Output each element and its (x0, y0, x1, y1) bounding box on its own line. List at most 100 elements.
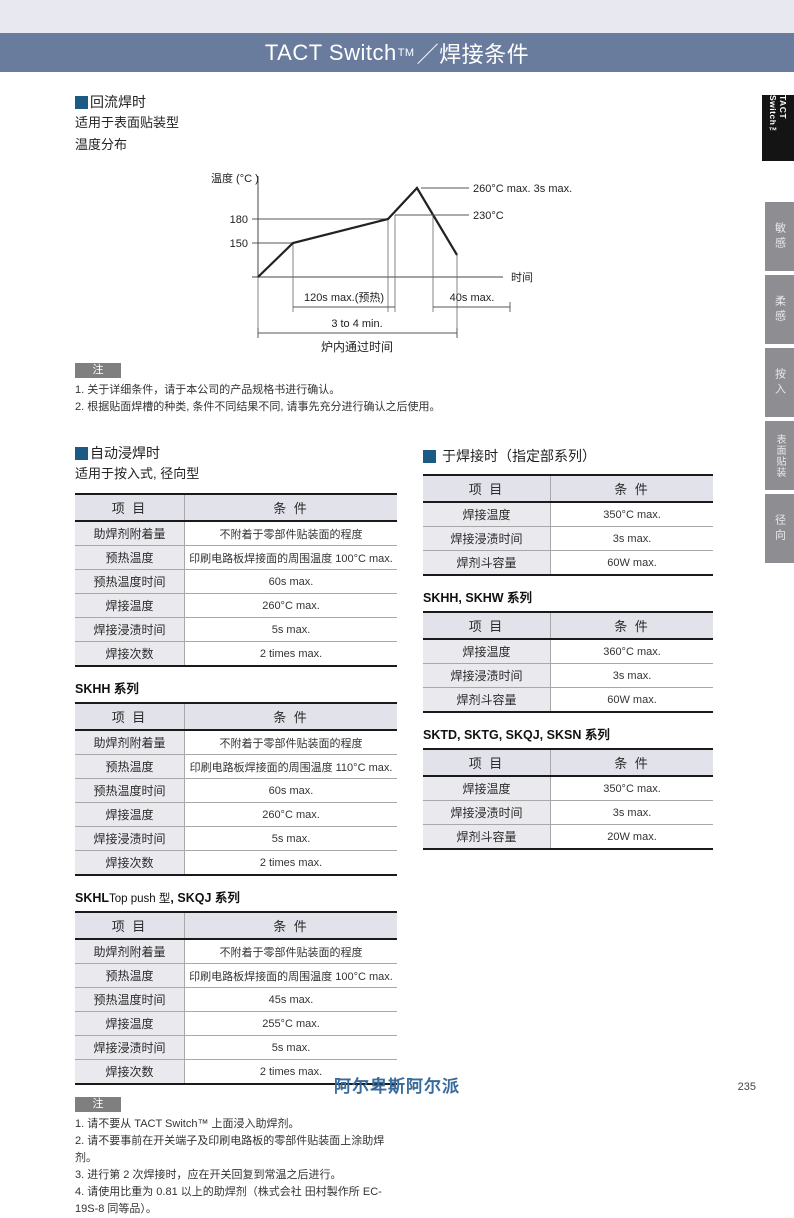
column-header-item: 项 目 (75, 912, 185, 940)
hand-heading: 于焊接时（指定部系列） (423, 446, 713, 466)
table-row: 焊剂斗容量 60W max. (423, 687, 713, 712)
condition-cell: 60s max. (184, 778, 397, 803)
item-cell: 助焊剂附着量 (75, 938, 185, 964)
condition-cell: 60s max. (184, 569, 397, 594)
dip-table-skhl-title-regular: Top push 型 (109, 893, 171, 905)
table-row: 预热温度时间 60s max. (75, 569, 397, 594)
dip-table-skhl-title: SKHLTop push 型, SKQJ 系列 (75, 887, 397, 906)
dip-table-skhh-title: SKHH 系列 (75, 682, 139, 696)
figure-caption: 炉内通过时间 (321, 340, 393, 354)
hand-heading-label: 于焊接时（指定部系列） (442, 448, 596, 464)
note-tag: 注 (75, 363, 121, 378)
table-row: 焊接温度 255°C max. (75, 1011, 397, 1036)
column-header-item: 项 目 (423, 612, 551, 640)
condition-cell: 2 times max. (184, 1059, 397, 1084)
column-header-condition: 条 件 (184, 703, 397, 731)
column-header-item: 项 目 (423, 475, 551, 503)
hand-table-skhh-skhw: 项 目 条 件 焊接温度 360°C max. 焊接浸渍时间 3s max. 焊… (423, 611, 713, 713)
table-row: 助焊剂附着量 不附着于零部件贴装面的程度 (75, 729, 397, 755)
dip-heading: 自动浸焊时 (75, 443, 397, 463)
item-cell: 预热温度 (75, 963, 185, 988)
condition-cell: 印刷电路板焊接面的周围温度 100°C max. (184, 963, 397, 988)
condition-cell: 印刷电路板焊接面的周围温度 100°C max. (184, 545, 397, 570)
table-row: 预热温度 印刷电路板焊接面的周围温度 100°C max. (75, 963, 397, 988)
reflow-subtitle-2: 温度分布 (75, 137, 128, 152)
condition-cell: 255°C max. (184, 1011, 397, 1036)
table-row: 预热温度时间 45s max. (75, 987, 397, 1012)
table-row: 预热温度时间 60s max. (75, 778, 397, 803)
page-title-main: TACT Switch (264, 39, 397, 65)
item-cell: 焊接温度 (423, 501, 551, 527)
table-row: 焊接浸渍时间 5s max. (75, 617, 397, 642)
table-row: 焊接次数 2 times max. (75, 850, 397, 875)
figure-total-span-label: 3 to 4 min. (331, 318, 382, 330)
dip-notes: 注 1. 请不要从 TACT Switch™ 上面浸入助焊剂。 2. 请不要事前在… (75, 1097, 397, 1218)
condition-cell: 60W max. (550, 687, 713, 712)
item-cell: 焊剂斗容量 (423, 550, 551, 575)
item-cell: 焊接浸渍时间 (75, 1035, 185, 1060)
figure-x-axis-label: 时间 (511, 271, 533, 284)
item-cell: 焊接浸渍时间 (423, 526, 551, 551)
item-cell: 焊接温度 (75, 802, 185, 827)
note-line: 2. 根据贴面焊槽的种类, 条件不同结果不同, 请事先充分进行确认之后使用。 (75, 401, 441, 413)
item-cell: 焊接次数 (75, 1059, 185, 1084)
item-cell: 预热温度 (75, 754, 185, 779)
figure-y-axis-label: 温度 (°C ) (211, 171, 259, 185)
item-cell: 焊接次数 (75, 850, 185, 875)
reflow-notes: 注 1. 关于详细条件，请于本公司的产品规格书进行确认。 2. 根据贴面焊槽的种类… (75, 363, 545, 416)
item-cell: 预热温度时间 (75, 569, 185, 594)
column-header-item: 项 目 (423, 749, 551, 777)
figure-peak-annotation: 260°C max. 3s max. (473, 183, 572, 195)
note-line: 2. 请不要事前在开关端子及印刷电路板的零部件贴装面上涂助焊剂。 (75, 1135, 385, 1164)
hand-table-general: 项 目 条 件 焊接温度 350°C max. 焊接浸渍时间 3s max. 焊… (423, 474, 713, 576)
item-cell: 焊接次数 (75, 641, 185, 666)
sidebar-tab-push-in[interactable]: 按入 (765, 348, 794, 417)
hand-table-sktd-title: SKTD, SKTG, SKQJ, SKSN 系列 (423, 728, 610, 742)
item-cell: 预热温度时间 (75, 987, 185, 1012)
column-header-condition: 条 件 (184, 912, 397, 940)
table-row: 焊接浸渍时间 3s max. (423, 526, 713, 551)
table-row: 预热温度 印刷电路板焊接面的周围温度 110°C max. (75, 754, 397, 779)
table-row: 焊接浸渍时间 3s max. (423, 663, 713, 688)
sidebar-tab-smd[interactable]: 表面贴装 (765, 421, 794, 490)
item-cell: 焊剂斗容量 (423, 687, 551, 712)
condition-cell: 5s max. (184, 826, 397, 851)
item-cell: 助焊剂附着量 (75, 520, 185, 546)
condition-cell: 2 times max. (184, 850, 397, 875)
item-cell: 预热温度时间 (75, 778, 185, 803)
condition-cell: 3s max. (550, 526, 713, 551)
item-cell: 焊接温度 (423, 638, 551, 664)
sidebar-tab-sensitive[interactable]: 敏感 (765, 202, 794, 271)
item-cell: 焊接浸渍时间 (423, 800, 551, 825)
figure-preheat-span-label: 120s max.(预热) (304, 291, 384, 304)
temperature-profile-chart: 温度 (°C ) 180 150 时间 260°C max. 3s max. 2… (211, 171, 572, 354)
sidebar-tab-soft[interactable]: 柔感 (765, 275, 794, 344)
dip-heading-label: 自动浸焊时 (90, 445, 160, 461)
temperature-curve (257, 186, 458, 278)
condition-cell: 2 times max. (184, 641, 397, 666)
condition-cell: 3s max. (550, 800, 713, 825)
dip-table-skhl-skqj: 项 目 条 件 助焊剂附着量 不附着于零部件贴装面的程度 预热温度 印刷电路板焊… (75, 911, 397, 1085)
top-band (0, 0, 794, 33)
brand-logo: 阿尔卑斯阿尔派 (334, 1077, 460, 1096)
hand-table-sktd-sktg-skqj-sksn: 项 目 条 件 焊接温度 350°C max. 焊接浸渍时间 3s max. 焊… (423, 748, 713, 850)
note-line: 1. 关于详细条件，请于本公司的产品规格书进行确认。 (75, 384, 341, 396)
sidebar-tab-radial[interactable]: 径向 (765, 494, 794, 563)
column-header-condition: 条 件 (184, 494, 397, 522)
sidebar-tab-tact-switch[interactable]: TACT Switch™ (762, 95, 794, 161)
dip-table-skhl-title-bold1: SKHL (75, 891, 110, 905)
table-row: 焊剂斗容量 20W max. (423, 824, 713, 849)
table-row: 助焊剂附着量 不附着于零部件贴装面的程度 (75, 938, 397, 964)
table-row: 焊接次数 2 times max. (75, 1059, 397, 1084)
trademark-superscript: TM (397, 46, 415, 59)
column-header-condition: 条 件 (550, 475, 713, 503)
condition-cell: 360°C max. (550, 638, 713, 664)
table-row: 焊接温度 350°C max. (423, 501, 713, 527)
table-row: 焊接温度 350°C max. (423, 775, 713, 801)
table-row: 焊接温度 260°C max. (75, 802, 397, 827)
column-header-condition: 条 件 (550, 612, 713, 640)
condition-cell: 60W max. (550, 550, 713, 575)
page-title-suffix: ／焊接条件 (416, 41, 530, 67)
section-marker-icon (75, 446, 88, 460)
condition-cell: 不附着于零部件贴装面的程度 (184, 938, 397, 964)
